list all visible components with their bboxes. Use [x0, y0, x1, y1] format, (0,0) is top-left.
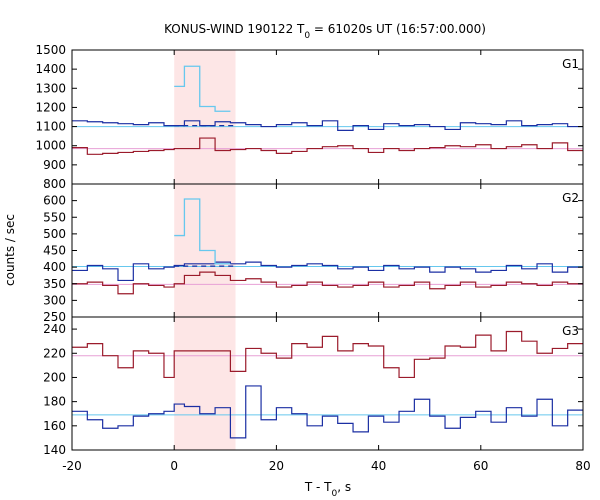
x-tick-label: 60: [473, 459, 488, 473]
y-tick-label: 900: [43, 158, 66, 172]
panel-g3: 140 160 180 200 220 240 G3: [43, 316, 584, 457]
panel-frame: [71, 183, 584, 318]
y-tick-label: 1200: [35, 100, 66, 114]
panel-g1: 800 900 1000 1100 1200 1300 1400 1500 G1: [35, 43, 584, 191]
y-tick-label: 1100: [35, 120, 66, 134]
x-tick-label: 40: [371, 459, 386, 473]
y-tick-label: 220: [43, 346, 66, 360]
y-tick-label: 1500: [35, 43, 66, 57]
burst-line: [174, 65, 231, 112]
y-tick-label: 550: [43, 210, 66, 224]
series-line-2: [72, 271, 583, 295]
chart-title: KONUS-WIND 190122 T0 = 61020s UT (16:57:…: [164, 22, 486, 41]
series-line-2: [72, 330, 583, 379]
x-tick-label: -20: [62, 459, 82, 473]
y-tick-label: 800: [43, 177, 66, 191]
series-line-1: [72, 261, 583, 282]
y-tick-label: 180: [43, 395, 66, 409]
y-axis-label: counts / sec: [3, 214, 17, 286]
highlight-band: [174, 50, 236, 184]
y-tick-label: 1000: [35, 139, 66, 153]
series-line-1: [72, 385, 583, 439]
burst-line: [174, 198, 231, 265]
y-tick-label: 250: [43, 310, 66, 324]
highlight-band: [174, 317, 236, 450]
x-axis-label: T - T0, s: [304, 480, 351, 499]
series-line-1: [72, 120, 583, 131]
y-tick-label: 240: [43, 322, 66, 336]
plot-area: 800900100011001200130014001500G125030035…: [35, 43, 590, 473]
y-tick-label: 1400: [35, 62, 66, 76]
y-tick-label: 400: [43, 260, 66, 274]
series-line-2: [72, 137, 583, 155]
y-tick-label: 300: [43, 293, 66, 307]
y-tick-label: 140: [43, 443, 66, 457]
panel-frame: [71, 316, 584, 451]
panel-label: G3: [562, 324, 579, 338]
panel-frame: [71, 49, 584, 185]
y-tick-label: 600: [43, 194, 66, 208]
y-tick-label: 500: [43, 227, 66, 241]
panel-g2: 250 300 350 400 450 500 550 600 G2: [43, 183, 584, 324]
y-tick-label: 1300: [35, 81, 66, 95]
x-tick-label: 20: [269, 459, 284, 473]
x-tick-label: 0: [170, 459, 178, 473]
panel-label: G2: [562, 191, 579, 205]
y-tick-label: 450: [43, 244, 66, 258]
y-tick-label: 200: [43, 370, 66, 384]
y-tick-label: 160: [43, 419, 66, 433]
y-tick-label: 350: [43, 277, 66, 291]
panel-label: G1: [562, 57, 579, 71]
x-tick-label: 80: [575, 459, 590, 473]
